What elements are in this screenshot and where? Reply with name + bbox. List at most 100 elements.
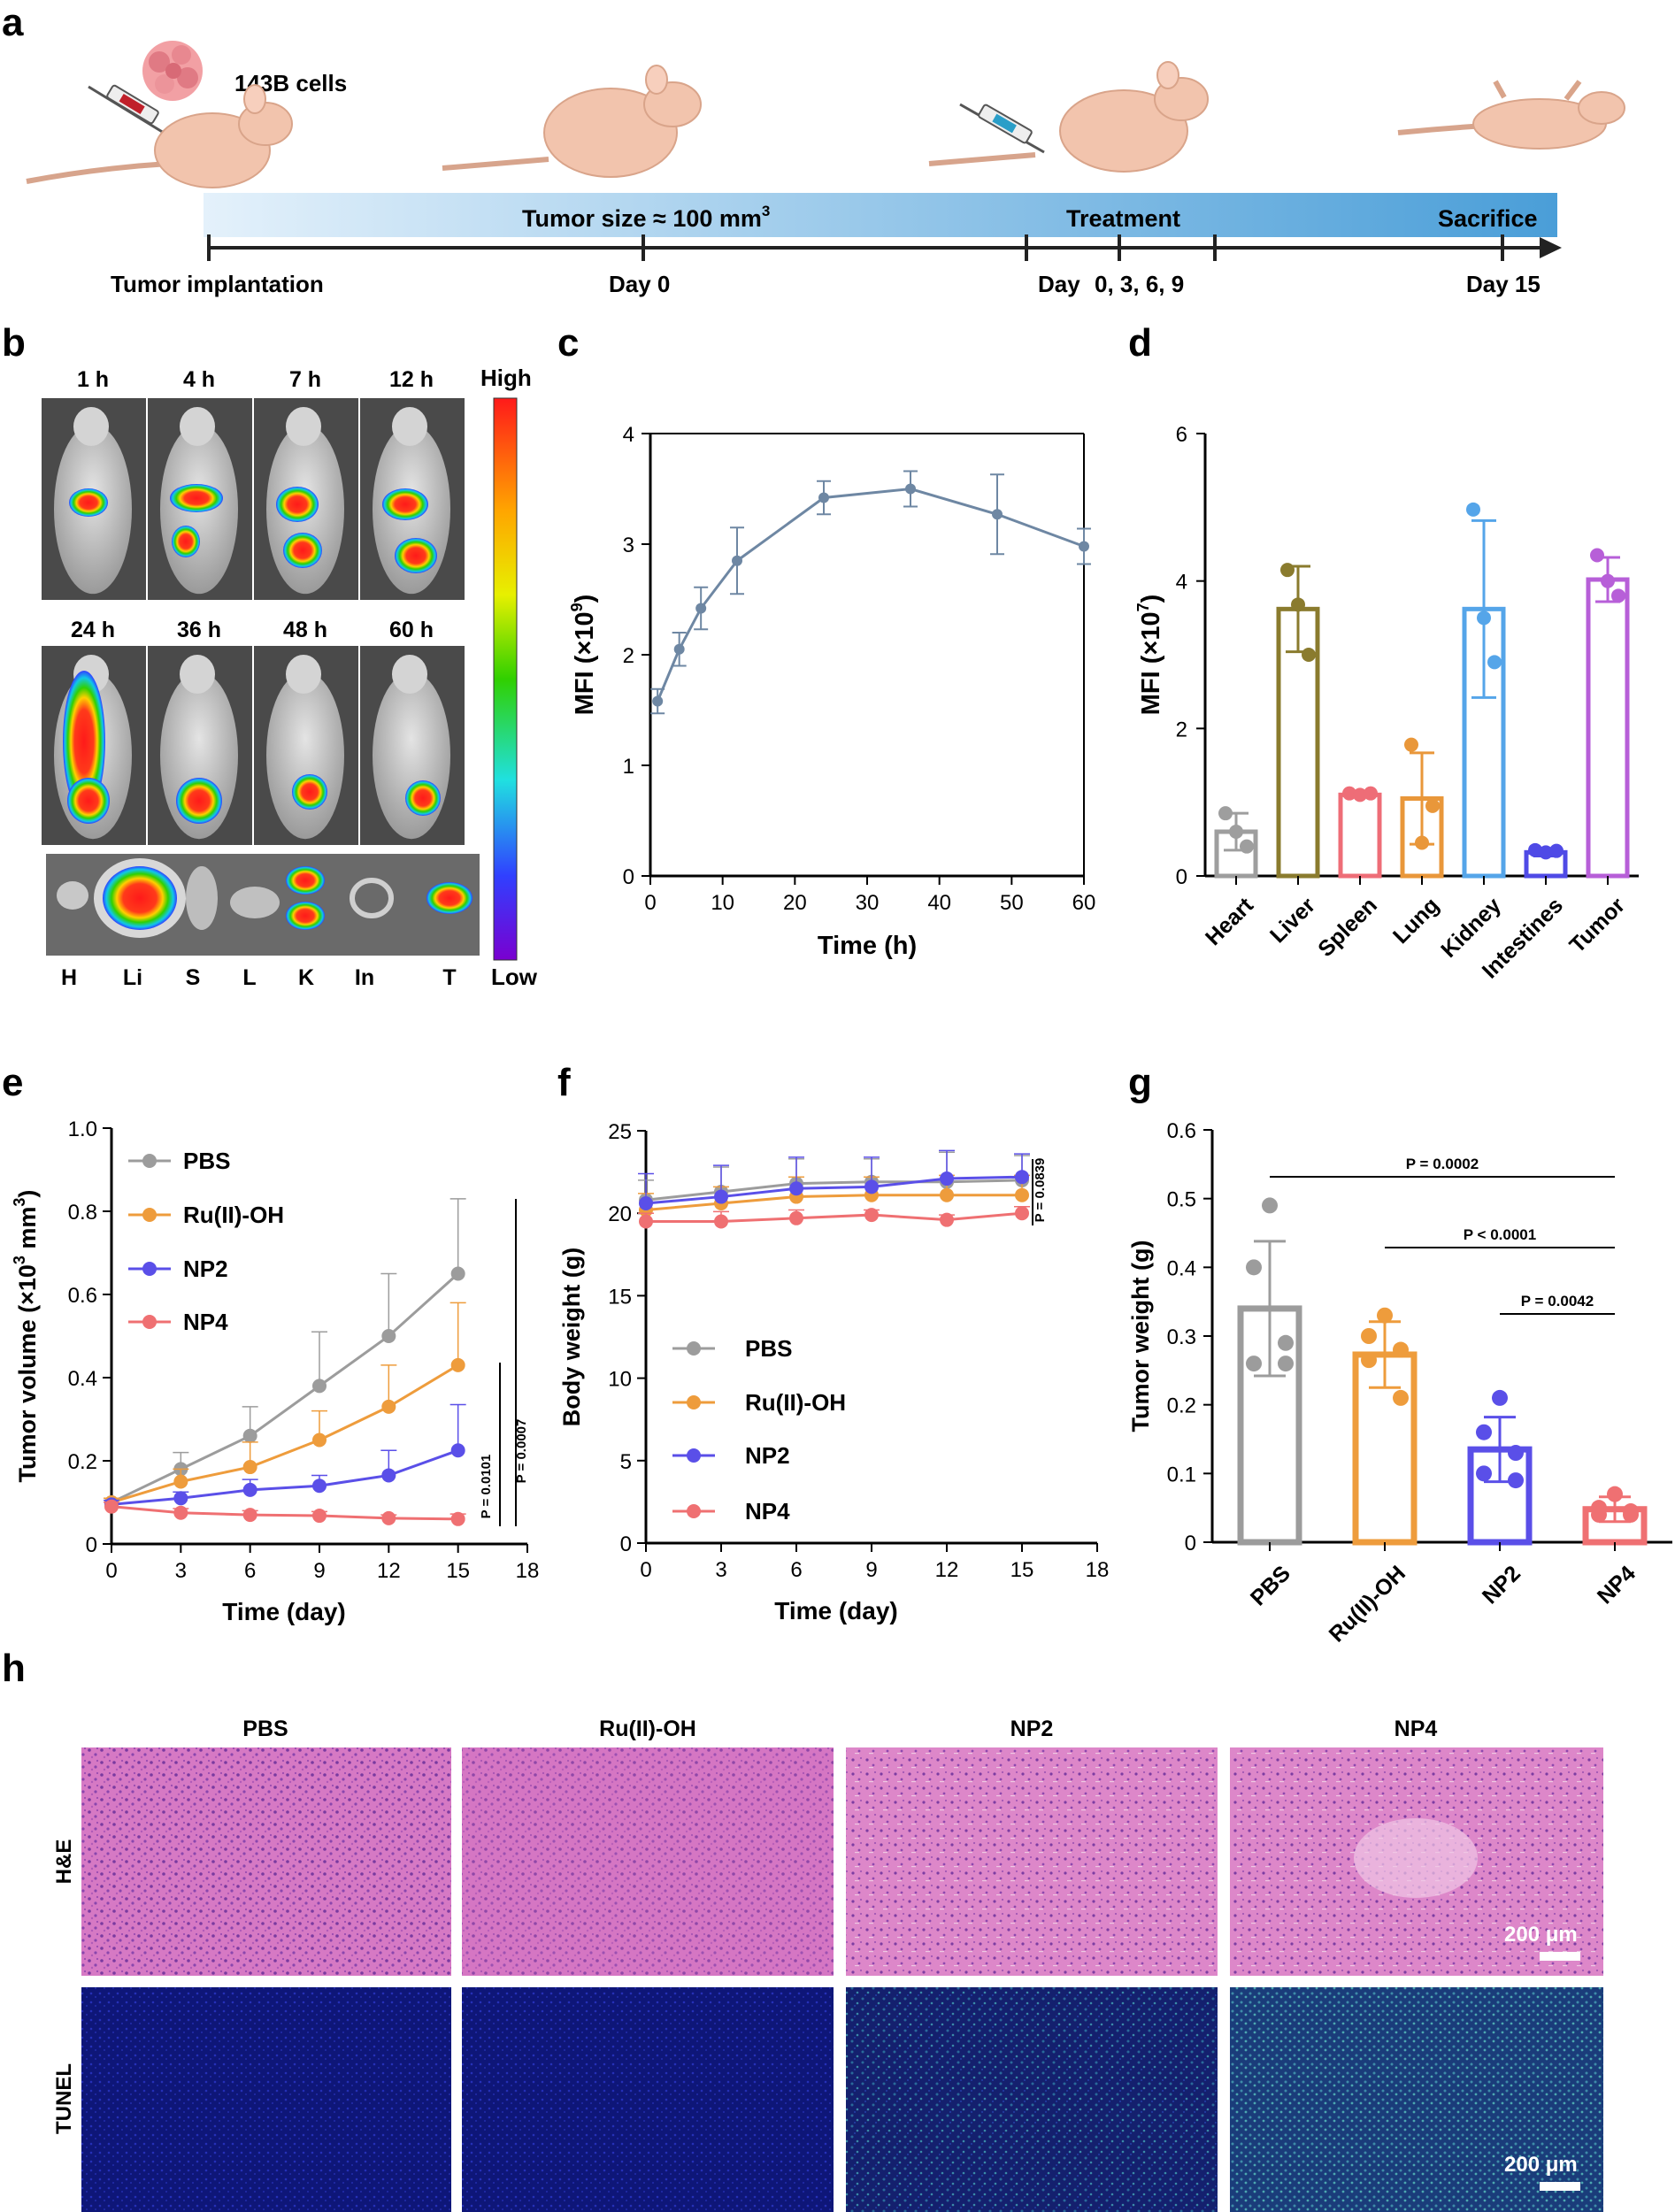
data-point — [1549, 843, 1564, 858]
y-tick-label: 2 — [623, 644, 634, 668]
in-vivo-image — [148, 398, 252, 600]
category-label: Lung — [1388, 893, 1444, 949]
data-point — [450, 1511, 465, 1526]
data-point — [104, 1499, 119, 1514]
data-point — [1601, 573, 1615, 588]
y-tick-label: 25 — [608, 1120, 632, 1144]
x-tick-label: 3 — [715, 1558, 726, 1582]
data-point — [818, 492, 829, 503]
in-vivo-image — [254, 646, 358, 845]
y-tick-label: 0 — [623, 865, 634, 889]
data-point — [639, 1196, 653, 1211]
legend-marker — [687, 1395, 701, 1409]
fluorescence-signal — [405, 780, 441, 816]
group-column-header: NP4 — [1395, 1717, 1438, 1741]
timepoint-label: 7 h — [289, 367, 321, 392]
y-axis-title-sup: 7 — [1134, 603, 1152, 611]
y-axis-title-text: MFI (×10 — [571, 611, 599, 715]
data-point — [1278, 1356, 1294, 1372]
timepoint-label: 60 h — [389, 618, 434, 642]
data-point — [1492, 1389, 1508, 1406]
mouse-head — [286, 407, 321, 446]
series-line — [111, 1448, 459, 1506]
category-label: Heart — [1201, 893, 1258, 950]
category-label: NP4 — [1593, 1561, 1640, 1609]
data-point — [1415, 835, 1429, 850]
in-vivo-image — [42, 398, 146, 600]
legend-label: Ru(II)-OH — [745, 1389, 846, 1416]
in-vivo-image — [360, 646, 465, 845]
data-point — [312, 1479, 327, 1494]
organ-label: Li — [123, 965, 142, 990]
data-point — [789, 1181, 803, 1196]
y-axis-title: Tumor volume (×103 mm3) — [11, 1190, 41, 1483]
group-column-header: Ru(II)-OH — [599, 1717, 696, 1741]
y-tick-label: 0.6 — [1167, 1119, 1196, 1143]
data-point — [1539, 845, 1553, 860]
data-point — [1508, 1445, 1524, 1462]
scale-bar-label-tunel: 200 μm — [1504, 2153, 1578, 2177]
timepoint-label: 1 h — [77, 367, 109, 392]
x-tick-label: 6 — [244, 1559, 256, 1583]
category-label: NP2 — [1478, 1561, 1525, 1609]
mouse-body — [373, 672, 450, 840]
organ-label: S — [186, 965, 201, 990]
fluorescence-signal — [395, 538, 437, 573]
data-point — [242, 1460, 257, 1475]
y-tick-label: 0 — [620, 1532, 632, 1556]
he-image-np2 — [846, 1747, 1218, 1976]
x-tick-label: 18 — [516, 1559, 540, 1583]
tunel-image-np4 — [1230, 1987, 1603, 2212]
mouse-icon — [26, 84, 293, 188]
x-tick-label: 3 — [175, 1559, 187, 1583]
group-column-header: PBS — [242, 1717, 288, 1741]
row-label-tunel: TUNEL — [52, 2063, 76, 2134]
legend-label: PBS — [183, 1148, 230, 1174]
y-axis-title-close: mm — [14, 1207, 41, 1256]
data-point — [1246, 1259, 1262, 1276]
panel-a: a 143B cells — [2, 1, 1625, 297]
data-point — [381, 1329, 396, 1343]
data-point — [673, 643, 685, 655]
mouse-head — [180, 407, 215, 446]
fluorescence-signal — [382, 488, 428, 520]
group-column-header: NP2 — [1010, 1717, 1054, 1741]
tunel-image-np2 — [846, 1987, 1218, 2212]
x-tick-label: 10 — [711, 891, 734, 915]
legend-label: NP2 — [183, 1256, 228, 1282]
y-axis-title-text: Tumor volume (×10 — [14, 1264, 41, 1482]
y-tick-label: 1 — [623, 755, 634, 779]
timepoint-label: 36 h — [177, 618, 221, 642]
fluorescence-signal — [170, 484, 223, 512]
timepoint-label: 24 h — [71, 618, 115, 642]
tunel-image-pbs — [81, 1987, 451, 2212]
data-point — [1425, 798, 1440, 813]
series-line — [111, 1272, 459, 1504]
data-point — [1591, 1506, 1607, 1523]
data-point — [992, 509, 1003, 520]
y-axis-title-text: Body weight (g) — [558, 1248, 585, 1426]
y-tick-label: 0.2 — [68, 1450, 97, 1474]
data-point — [1528, 842, 1542, 857]
y-axis-title-sup: 3 — [11, 1256, 28, 1264]
x-tick-label: 18 — [1086, 1558, 1110, 1582]
stage-sacrifice: Sacrifice — [1438, 205, 1538, 232]
y-axis-title-sup: 3 — [11, 1198, 28, 1207]
data-point — [1476, 1465, 1492, 1482]
data-point — [1361, 1352, 1377, 1369]
fluorescence-signal — [276, 487, 319, 522]
data-point — [381, 1468, 396, 1483]
series-line — [656, 487, 1085, 703]
x-tick-label: 0 — [644, 891, 656, 915]
x-tick-label: 9 — [865, 1558, 877, 1582]
y-tick-label: 4 — [1176, 571, 1187, 595]
legend-label: NP4 — [745, 1498, 790, 1525]
syringe-icon — [959, 103, 1045, 154]
y-tick-label: 3 — [623, 534, 634, 557]
data-point — [381, 1399, 396, 1414]
category-label: Liver — [1265, 893, 1320, 948]
y-tick-label: 0.5 — [1167, 1188, 1196, 1212]
data-point — [173, 1491, 188, 1506]
x-tick-label: 30 — [856, 891, 880, 915]
